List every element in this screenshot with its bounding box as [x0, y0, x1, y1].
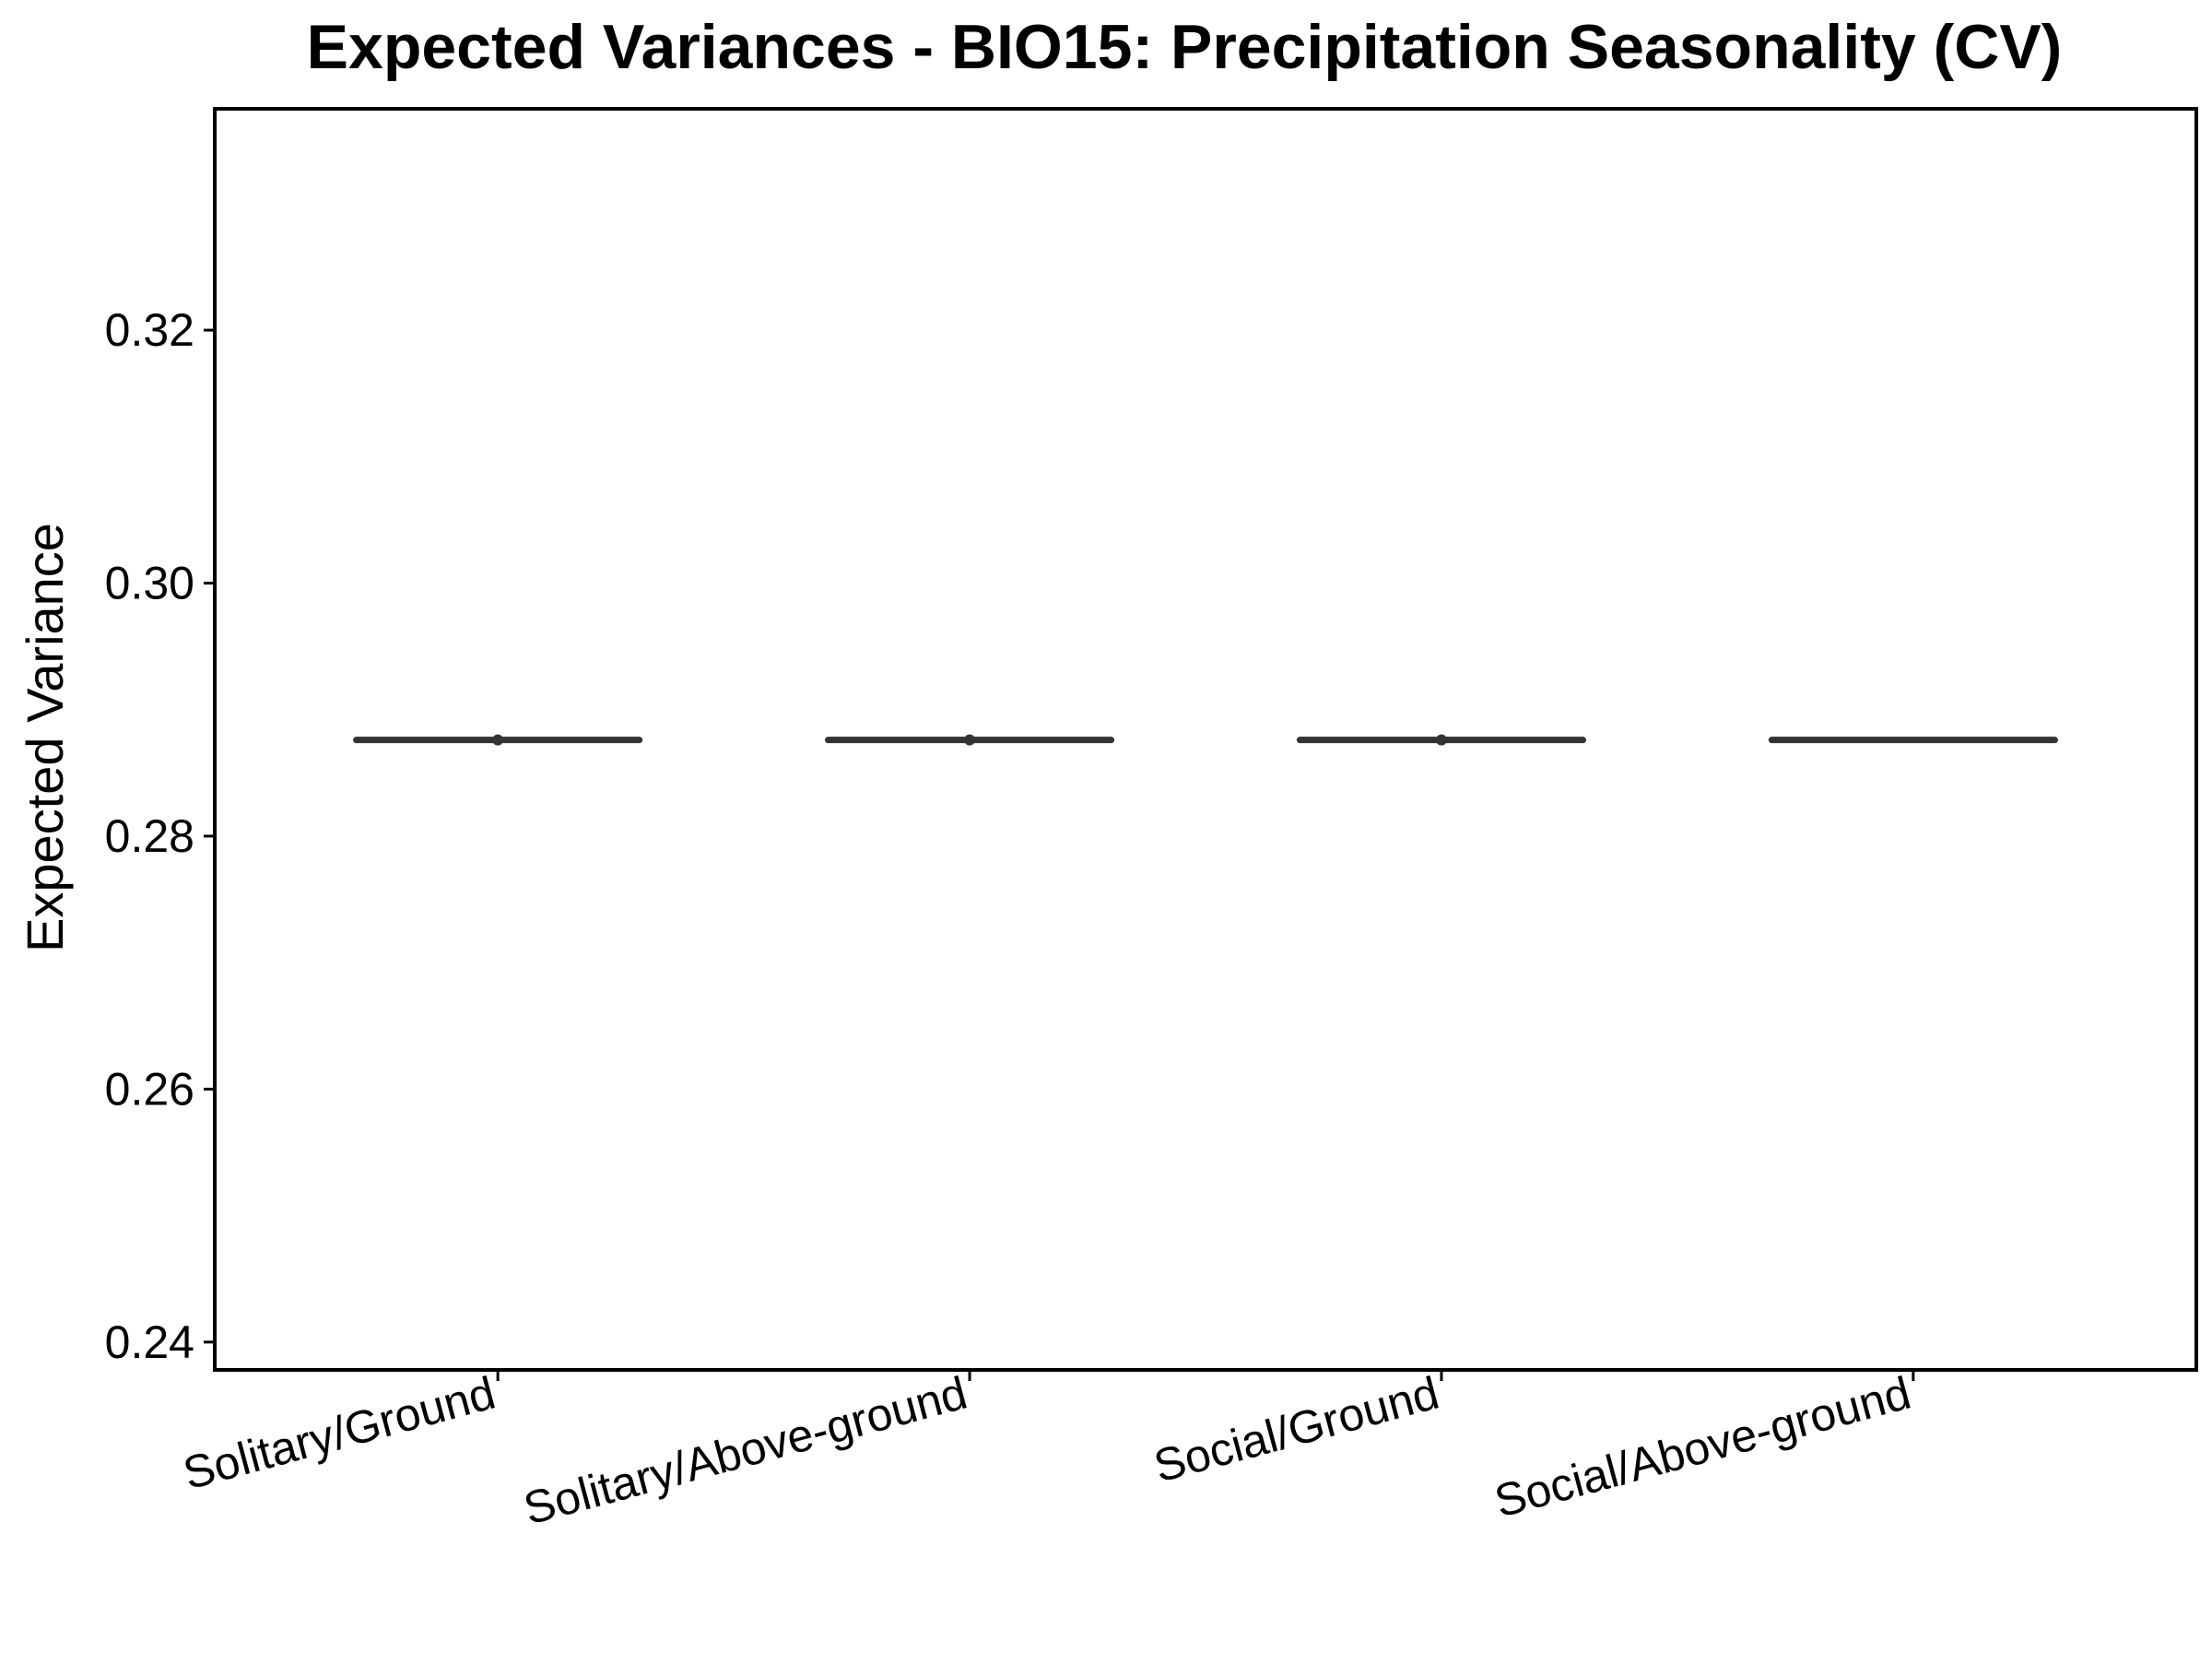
chart-marks: 0.24 0.26 0.28 0.30 0.32 Solitary/Ground Solit… [105, 304, 2058, 1535]
y-tick-label: 0.32 [105, 304, 194, 356]
y-tick-label: 0.28 [105, 810, 194, 862]
outlier-point [1435, 734, 1447, 746]
y-tick-label: 0.30 [105, 558, 194, 609]
x-tick-label: Social/Ground [1148, 1367, 1444, 1493]
x-tick-label: Solitary/Ground [178, 1367, 500, 1500]
x-tick-label: Solitary/Above-ground [519, 1367, 972, 1535]
x-tick-label: Social/Above-ground [1489, 1367, 1916, 1528]
y-axis-label: Expected Variance [16, 523, 74, 952]
outlier-point [492, 734, 504, 746]
y-tick-label: 0.26 [105, 1063, 194, 1115]
plot-panel [213, 107, 2198, 1372]
chart-title: Expected Variances - BIO15: Precipitatio… [307, 12, 2063, 82]
outlier-point [964, 734, 976, 746]
y-tick-label: 0.24 [105, 1316, 194, 1368]
